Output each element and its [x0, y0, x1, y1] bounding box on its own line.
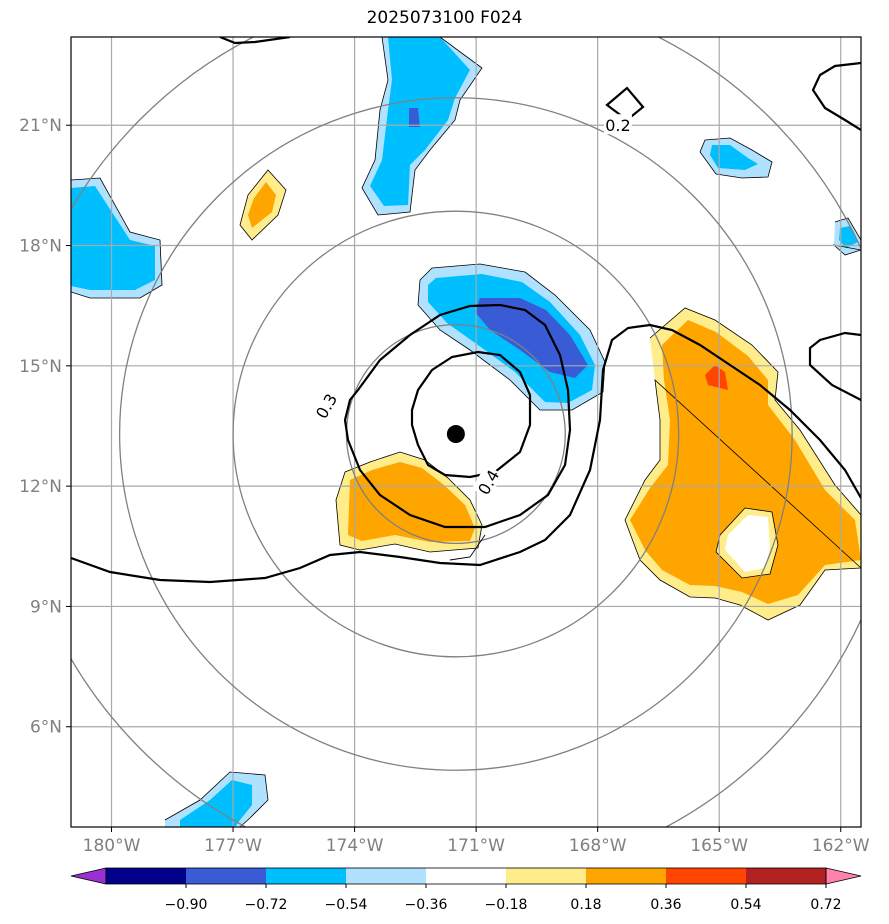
colorbar-segment [186, 868, 267, 884]
range-ring [118, 97, 793, 771]
colorbar: −0.90 −0.72 −0.54 −0.36 −0.18 0.18 0.36 0.54 0.7… [70, 867, 862, 913]
latitude-tick-label: 9°N [30, 597, 62, 617]
colorbar-segment [746, 868, 827, 884]
colorbar-tick-label: −0.36 [405, 897, 448, 913]
map-canvas: 0.20.30.4 [71, 37, 861, 827]
colorbar-tick-label: −0.54 [325, 897, 368, 913]
colorbar-segment [506, 868, 587, 884]
colorbar-tick-label: 0.54 [730, 897, 761, 913]
anomaly-outline [832, 217, 861, 256]
anomaly-outline [71, 177, 163, 299]
colorbar-tick-label: 0.36 [650, 897, 681, 913]
contour-line [219, 37, 291, 45]
hole-region [725, 515, 770, 572]
colorbar-segment [106, 868, 187, 884]
negative-anomaly-region [71, 186, 155, 290]
anomaly-outline [164, 771, 269, 827]
longitude-tick-label: 180°W [83, 836, 141, 856]
negative-anomaly-region [370, 37, 470, 206]
storm-center-marker [446, 425, 465, 444]
colorbar-outline [105, 867, 827, 885]
colorbar-tick-label: 0.18 [570, 897, 601, 913]
latitude-tick-label: 15°N [19, 357, 62, 377]
longitude-tick-label: 171°W [447, 836, 505, 856]
colorbar-tick-label: −0.72 [245, 897, 288, 913]
colorbar-lower-extension [70, 867, 107, 885]
anomaly-outline [417, 263, 606, 411]
contour-line [449, 534, 486, 561]
contour-label: 0.2 [603, 114, 632, 135]
positive-anomaly-region [630, 320, 861, 604]
colorbar-segment [426, 868, 507, 884]
contour-label-text: 0.2 [605, 116, 630, 135]
colorbar-segment [666, 868, 747, 884]
anomaly-outline [239, 169, 287, 241]
positive-anomaly-region [348, 462, 475, 542]
anomaly-outline-layer [71, 37, 861, 827]
colorbar-tick-label: −0.18 [485, 897, 528, 913]
map-frame [70, 36, 862, 828]
anomaly-fill-layer [71, 37, 861, 827]
colorbar-upper-extension [825, 867, 862, 885]
latitude-tick-label: 21°N [19, 116, 62, 136]
negative-anomaly-region [180, 780, 252, 827]
colorbar-tick-label: 0.72 [810, 897, 841, 913]
latitude-labels: 21°N 18°N 15°N 12°N 9°N 6°N [19, 116, 71, 738]
colorbar-segment [346, 868, 427, 884]
latitude-tick-label: 12°N [19, 477, 62, 497]
contour-label: 0.3 [309, 388, 341, 423]
longitude-tick-label: 174°W [326, 836, 384, 856]
positive-anomaly-region [705, 365, 728, 390]
range-ring [232, 210, 680, 658]
latitude-tick-label: 18°N [19, 237, 62, 257]
contour-line [71, 323, 861, 584]
anomaly-outline [624, 307, 861, 621]
latitude-tick-label: 6°N [30, 718, 62, 738]
map-title: 2025073100 F024 [366, 8, 523, 28]
negative-anomaly-region [409, 108, 420, 127]
contour-line [410, 350, 532, 479]
longitude-tick-label: 177°W [204, 836, 262, 856]
longitude-tick-label: 168°W [569, 836, 627, 856]
colorbar-segment [266, 868, 347, 884]
anomaly-outline [699, 137, 773, 179]
positive-anomaly-region [248, 182, 276, 228]
negative-anomaly-region [710, 145, 758, 170]
contour-line [808, 331, 861, 401]
longitude-labels: 180°W 177°W 174°W 171°W 168°W 165°W 162°W [83, 827, 870, 856]
anomaly-outline [335, 451, 483, 553]
longitude-tick-label: 162°W [812, 836, 870, 856]
contour-line [811, 61, 861, 131]
contour-line [343, 303, 572, 529]
colorbar-segment [586, 868, 667, 884]
longitude-tick-label: 165°W [690, 836, 748, 856]
negative-anomaly-region [839, 226, 858, 248]
anomaly-outline [361, 37, 483, 216]
colorbar-tick-label: −0.90 [165, 897, 208, 913]
contour-lines [71, 37, 861, 584]
